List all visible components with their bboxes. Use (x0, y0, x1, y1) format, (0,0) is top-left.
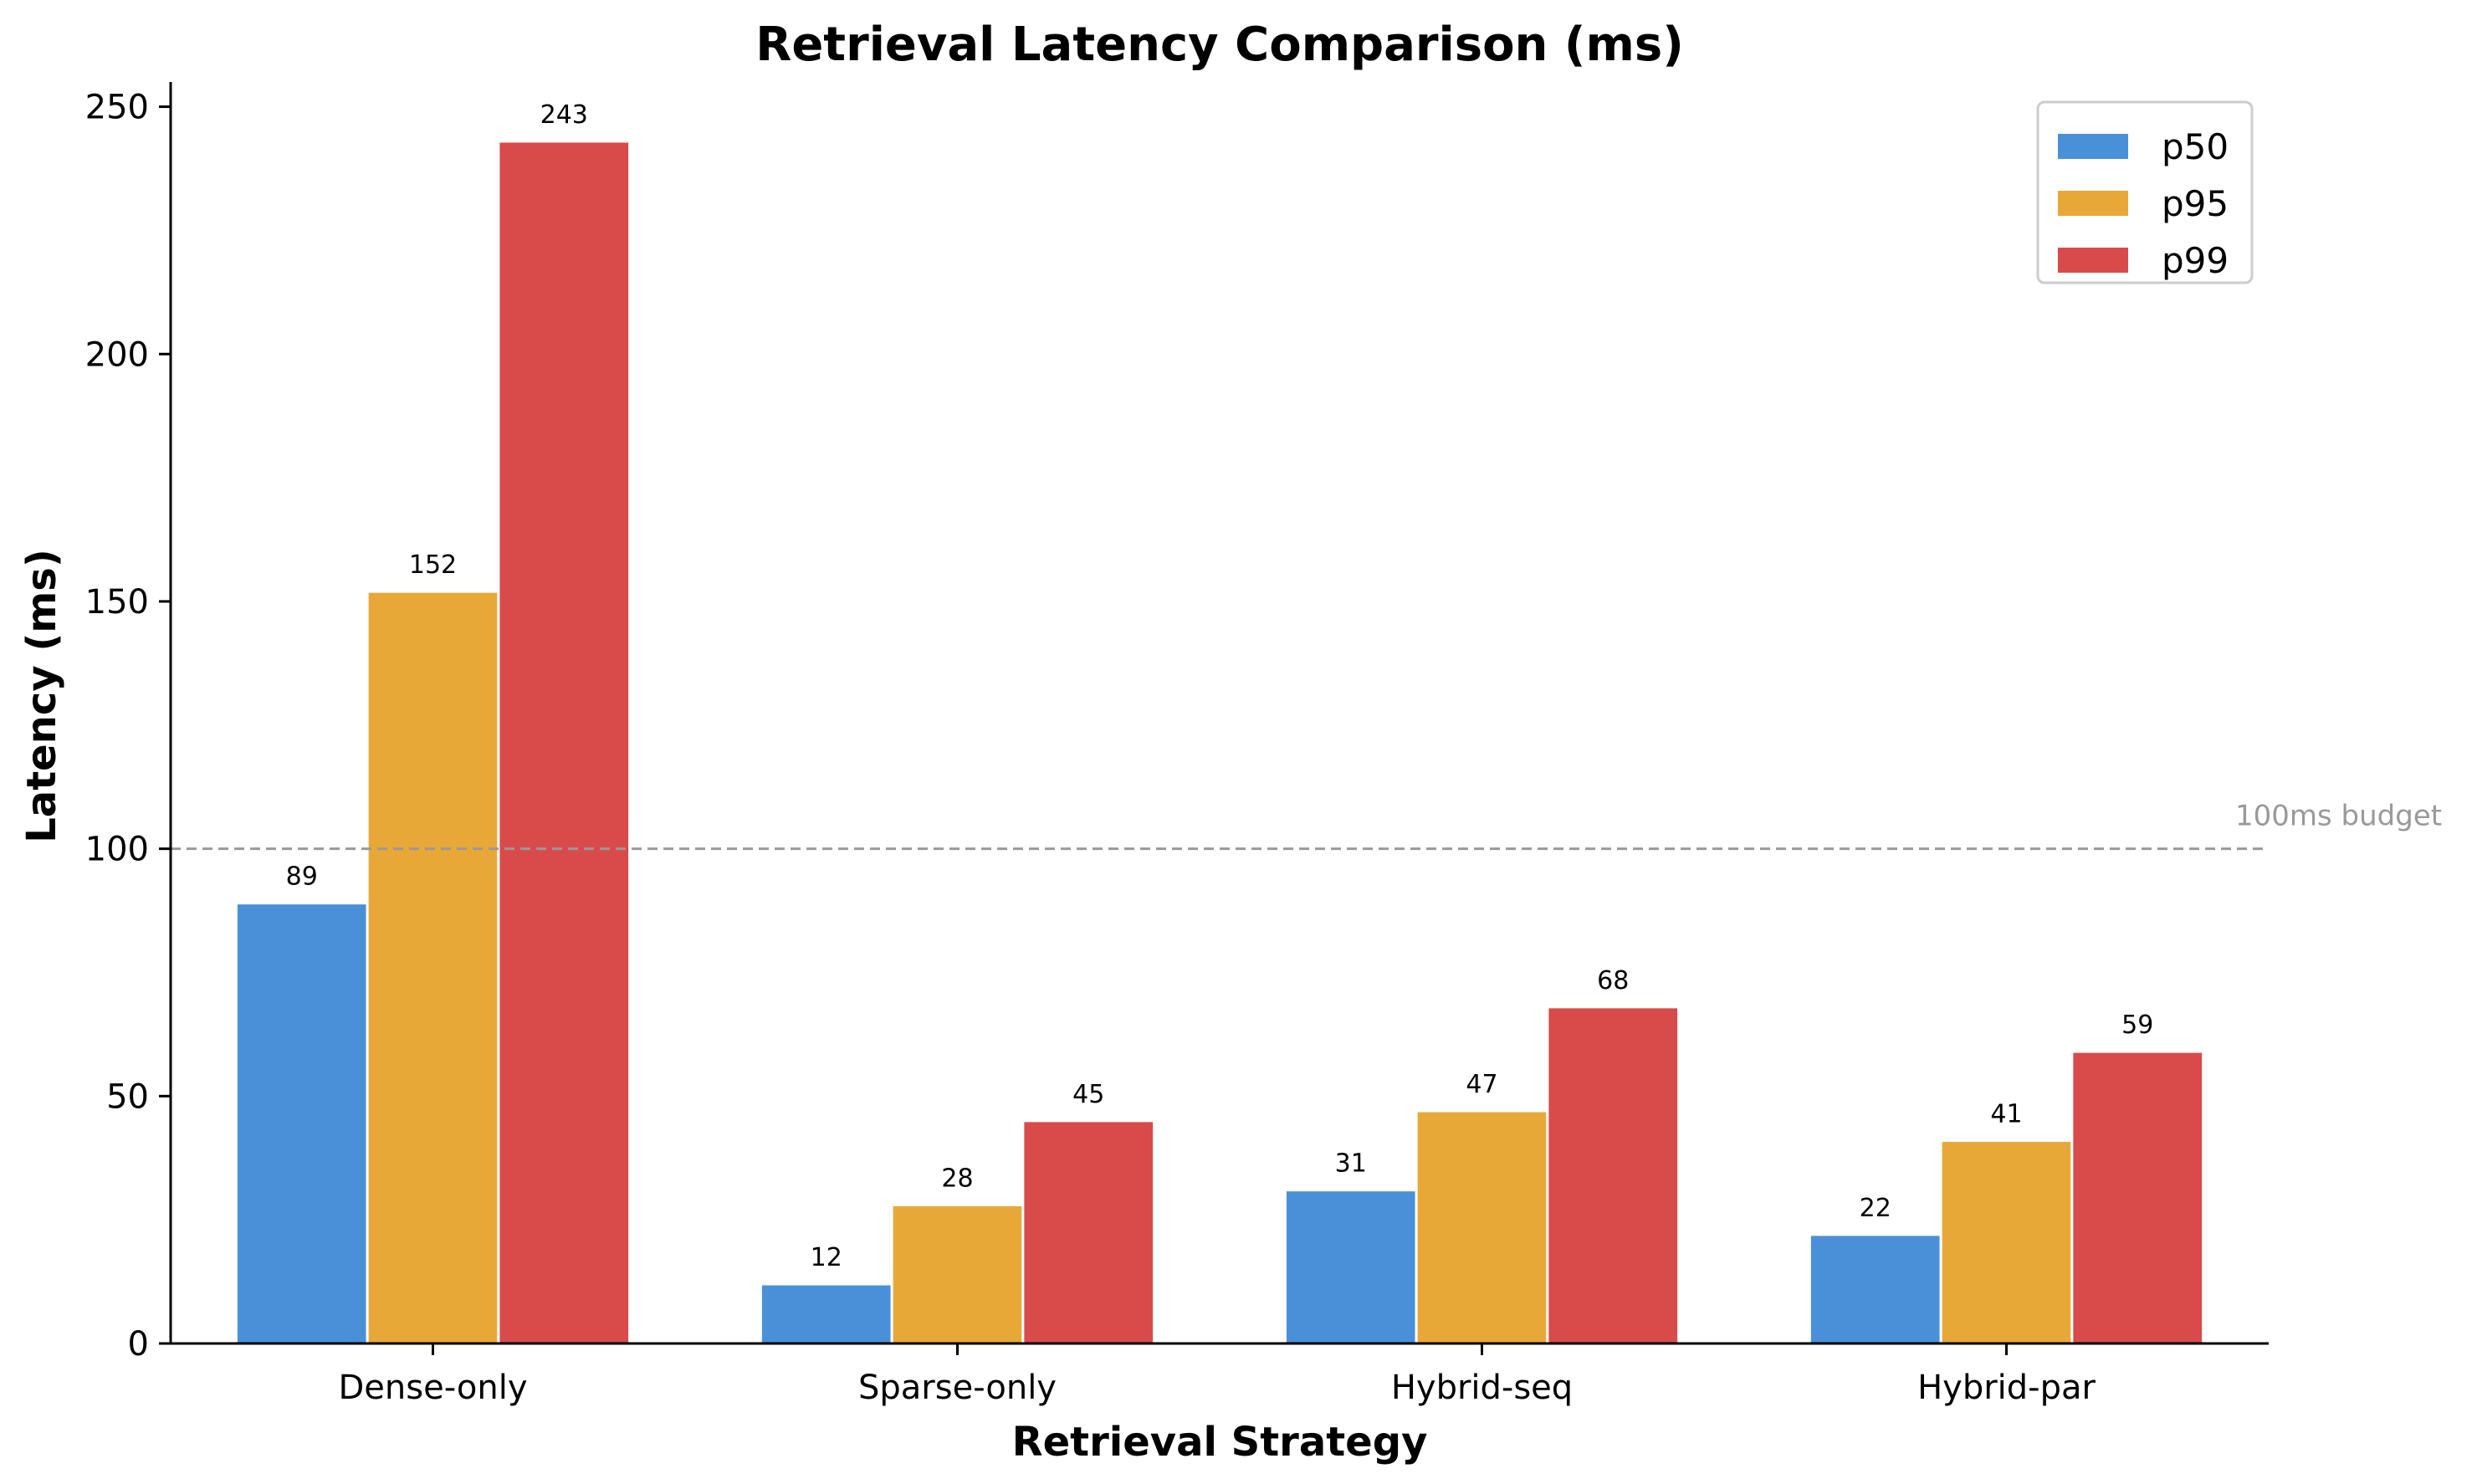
y-tick-label: 100 (85, 831, 149, 869)
value-label-p95-0: 152 (409, 550, 457, 580)
legend-label-p99: p99 (2162, 240, 2229, 281)
bar-p50-1 (759, 1282, 893, 1345)
y-tick-label: 50 (106, 1077, 149, 1116)
legend-swatch-p95 (2058, 191, 2128, 216)
value-label-p95-1: 28 (941, 1164, 973, 1193)
y-axis-label: Latency (ms) (18, 549, 65, 843)
legend-swatch-p99 (2058, 248, 2128, 273)
value-label-p95-3: 41 (1990, 1100, 2022, 1129)
value-label-p99-2: 68 (1597, 966, 1629, 995)
bar-p99-0 (497, 140, 632, 1345)
legend-swatch-p50 (2058, 134, 2128, 159)
value-label-p95-2: 47 (1466, 1070, 1497, 1099)
value-label-p50-1: 12 (811, 1243, 842, 1272)
bar-p95-2 (1415, 1109, 1549, 1345)
value-label-p50-0: 89 (286, 862, 318, 892)
x-tick-label: Hybrid-par (1917, 1369, 2096, 1407)
bar-p95-0 (366, 590, 500, 1345)
bar-p99-3 (2070, 1050, 2205, 1345)
y-tick-label: 0 (128, 1325, 149, 1364)
legend-label-p95: p95 (2162, 183, 2229, 224)
x-tick-label: Sparse-only (858, 1369, 1057, 1407)
value-label-p99-0: 243 (540, 100, 588, 130)
budget-reference-label: 100ms budget (2235, 800, 2442, 833)
value-label-p50-2: 31 (1335, 1149, 1367, 1179)
bar-p50-0 (234, 902, 369, 1345)
x-tick-label: Hybrid-seq (1391, 1369, 1573, 1407)
bar-p50-2 (1283, 1189, 1418, 1345)
value-label-p50-3: 22 (1860, 1194, 1891, 1223)
value-label-p99-3: 59 (2121, 1011, 2153, 1040)
bar-p99-1 (1021, 1119, 1156, 1345)
y-tick-label: 150 (85, 583, 149, 622)
chart-title: Retrieval Latency Comparison (ms) (755, 18, 1684, 72)
y-tick-label: 250 (85, 89, 149, 127)
bar-p95-3 (1939, 1139, 2074, 1345)
bar-p95-1 (890, 1203, 1025, 1345)
legend: p50 p95 p99 (2036, 100, 2254, 284)
legend-label-p50: p50 (2162, 126, 2229, 167)
bar-p99-2 (1546, 1006, 1681, 1345)
plot-area: 89 12 31 22 152 28 47 41 243 45 68 59 100ms budget 0 5… (85, 82, 2442, 1407)
x-axis-label: Retrieval Strategy (1012, 1419, 1428, 1466)
y-tick-label: 200 (85, 335, 149, 374)
bar-p50-3 (1808, 1233, 1942, 1345)
x-tick-label: Dense-only (339, 1369, 528, 1407)
value-label-p99-1: 45 (1072, 1080, 1104, 1109)
